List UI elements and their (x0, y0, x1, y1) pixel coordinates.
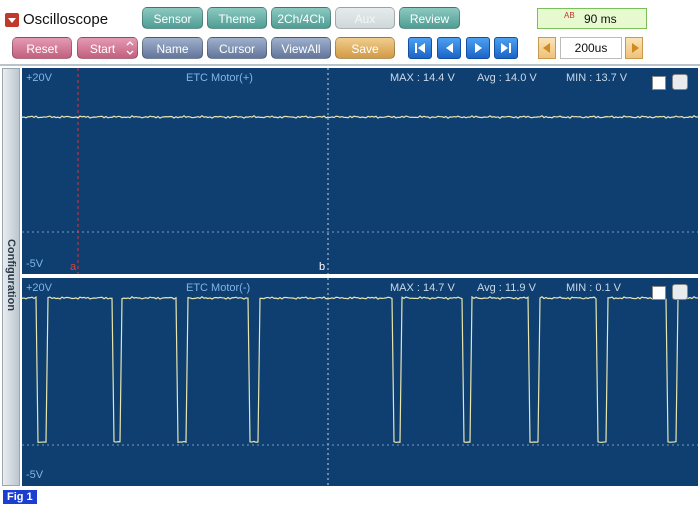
avg-value: Avg : 11.9 V (477, 282, 536, 294)
theme-button[interactable]: Theme (207, 7, 267, 29)
name-button[interactable]: Name (142, 37, 203, 59)
viewall-button[interactable]: ViewAll (271, 37, 331, 59)
max-value: MAX : 14.7 V (390, 282, 455, 294)
timebase-value: 200us (560, 37, 622, 59)
channel-name: ETC Motor(+) (186, 72, 253, 84)
first-button[interactable] (408, 37, 432, 59)
scale-bottom: -5V (26, 469, 44, 481)
timebase-down[interactable] (538, 37, 556, 59)
waveform-area (22, 278, 698, 486)
scale-top: +20V (26, 282, 52, 294)
menu-icon[interactable] (5, 13, 19, 27)
sensor-button[interactable]: Sensor (142, 7, 203, 29)
waveform (22, 114, 698, 120)
avg-value: Avg : 14.0 V (477, 72, 537, 84)
cursor-a-label: a (70, 261, 77, 273)
sidebar-label: Configuration (5, 238, 17, 312)
checkbox[interactable] (652, 286, 666, 300)
cursor-button[interactable]: Cursor (207, 37, 267, 59)
waveform (22, 295, 698, 444)
start-button[interactable]: Start (77, 37, 138, 59)
time-value: 90 ms (584, 12, 617, 26)
figure-label: Fig 1 (3, 490, 37, 504)
review-button[interactable]: Review (399, 7, 460, 29)
channel-panel: +20V ETC Motor(+) MAX : 14.4 V Avg : 14.… (22, 68, 698, 274)
separator (0, 64, 700, 66)
last-button[interactable] (494, 37, 518, 59)
min-value: MIN : 0.1 V (566, 282, 622, 294)
scale-top: +20V (26, 72, 52, 84)
scale-bottom: -5V (26, 258, 44, 270)
reset-button[interactable]: Reset (12, 37, 72, 59)
channel-button[interactable]: 2Ch/4Ch (271, 7, 331, 29)
channel-name: ETC Motor(-) (186, 282, 251, 294)
panel-button[interactable] (672, 284, 688, 300)
max-value: MAX : 14.4 V (390, 72, 455, 84)
channel-panel: +20V ETC Motor(-) MAX : 14.7 V Avg : 11.… (22, 278, 698, 486)
panel-button[interactable] (672, 74, 688, 90)
app-title: Oscilloscope (23, 11, 109, 28)
next-button[interactable] (466, 37, 490, 59)
min-value: MIN : 13.7 V (566, 72, 628, 84)
sidebar[interactable]: Configuration (2, 68, 20, 486)
waveform-area (22, 68, 698, 274)
time-display: AB 90 ms (537, 8, 647, 29)
cursor-b-label: b (319, 261, 326, 273)
aux-button: Aux (335, 7, 395, 29)
prev-button[interactable] (437, 37, 461, 59)
time-icon: AB (564, 11, 575, 20)
timebase-up[interactable] (625, 37, 643, 59)
save-button[interactable]: Save (335, 37, 395, 59)
checkbox[interactable] (652, 76, 666, 90)
